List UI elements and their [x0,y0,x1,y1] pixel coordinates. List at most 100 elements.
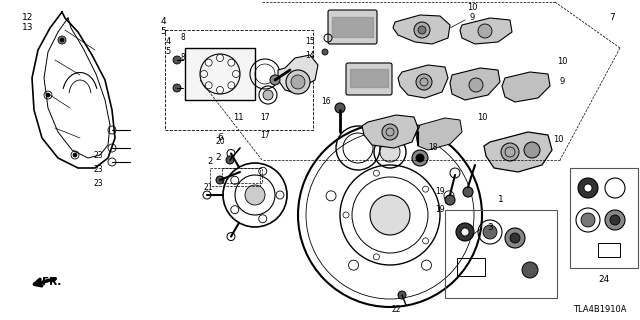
Circle shape [73,153,77,157]
Polygon shape [398,65,448,98]
Text: 3: 3 [487,223,493,233]
Circle shape [228,82,235,89]
Circle shape [605,210,625,230]
Polygon shape [350,69,388,87]
Bar [185,48,255,100]
Circle shape [584,184,592,192]
Circle shape [461,228,469,236]
Circle shape [291,75,305,89]
Text: 5: 5 [165,47,171,57]
Text: 19: 19 [435,188,445,196]
Polygon shape [278,55,318,92]
Bar [210,168,260,186]
Text: 7: 7 [609,13,615,22]
Text: 9: 9 [469,13,475,22]
Circle shape [335,103,345,113]
Circle shape [505,228,525,248]
Text: 2: 2 [215,154,221,163]
Text: 10: 10 [477,114,487,123]
Text: 19: 19 [435,205,445,214]
Polygon shape [416,118,462,150]
Text: 13: 13 [22,23,34,33]
Circle shape [501,143,519,161]
Circle shape [469,78,483,92]
Text: 17: 17 [260,114,270,123]
Text: 2: 2 [207,157,212,166]
Circle shape [416,74,432,90]
Bar [598,243,620,257]
Text: 5: 5 [160,28,166,36]
Circle shape [173,56,181,64]
Bar [445,210,557,298]
Circle shape [263,90,273,100]
Circle shape [382,124,398,140]
Text: 15: 15 [305,37,315,46]
Polygon shape [362,115,418,148]
Circle shape [216,86,223,93]
Circle shape [216,176,224,184]
Circle shape [60,38,64,42]
Circle shape [228,59,235,66]
Text: 21: 21 [204,183,212,193]
Circle shape [412,150,428,166]
Circle shape [205,82,212,89]
FancyBboxPatch shape [328,10,377,44]
Text: 8: 8 [180,34,186,43]
Circle shape [413,125,423,135]
Text: 10: 10 [553,135,563,145]
Circle shape [173,84,181,92]
Bar [570,168,638,268]
Text: 23: 23 [93,179,103,188]
Circle shape [581,213,595,227]
Text: 4: 4 [160,18,166,27]
Text: 23: 23 [93,165,103,174]
Circle shape [245,185,265,205]
Text: 18: 18 [428,143,438,153]
Circle shape [270,75,280,85]
Circle shape [418,26,426,34]
Text: 20: 20 [215,138,225,147]
Text: 11: 11 [233,114,243,123]
Text: 22: 22 [391,306,401,315]
Circle shape [510,233,520,243]
Circle shape [610,215,620,225]
Circle shape [205,59,212,66]
Circle shape [226,156,234,164]
Circle shape [216,54,223,61]
Circle shape [380,142,400,162]
Text: 1: 1 [498,196,504,204]
Circle shape [445,195,455,205]
Bar [457,258,485,276]
Circle shape [522,262,538,278]
Text: 9: 9 [559,77,564,86]
Polygon shape [332,17,373,37]
Text: 23: 23 [93,150,103,159]
Text: 16: 16 [321,98,331,107]
Circle shape [414,22,430,38]
Circle shape [463,187,473,197]
FancyBboxPatch shape [346,63,392,95]
Text: 10: 10 [557,58,567,67]
Bar [222,168,262,183]
Circle shape [478,24,492,38]
Circle shape [398,291,406,299]
Text: 8: 8 [180,53,186,62]
Text: FR.: FR. [42,277,61,287]
Circle shape [578,178,598,198]
Circle shape [286,70,310,94]
Polygon shape [460,18,512,44]
Text: 14: 14 [305,51,315,60]
Circle shape [416,154,424,162]
Text: 17: 17 [260,131,270,140]
Circle shape [200,70,207,77]
Text: 6: 6 [217,133,223,142]
Text: 24: 24 [598,276,610,284]
Circle shape [58,36,66,44]
Circle shape [370,195,410,235]
Text: 4: 4 [165,37,171,46]
Text: 10: 10 [467,4,477,12]
Polygon shape [393,15,450,44]
Circle shape [322,49,328,55]
Circle shape [232,70,239,77]
Polygon shape [450,68,500,100]
